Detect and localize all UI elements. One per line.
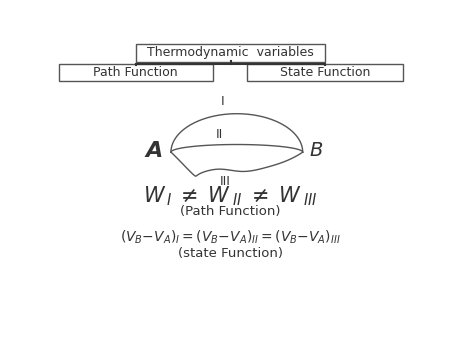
FancyBboxPatch shape <box>247 64 403 80</box>
Text: State Function: State Function <box>279 66 370 79</box>
Text: Thermodynamic  variables: Thermodynamic variables <box>147 46 314 59</box>
Text: $\mathit{W}_{\,\mathit{I}}\;\neq\;\mathit{W}_{\;\mathit{II}}\;\neq\;\mathit{W}_{: $\mathit{W}_{\,\mathit{I}}\;\neq\;\mathi… <box>143 184 318 208</box>
Text: (state Function): (state Function) <box>178 247 283 260</box>
Text: $(V_B\mathrm{-}V_A)_I = (V_B\mathrm{-}V_A)_{II} = (V_B\mathrm{-}V_A)_{III}$: $(V_B\mathrm{-}V_A)_I = (V_B\mathrm{-}V_… <box>120 228 341 246</box>
Text: B: B <box>310 141 324 160</box>
Text: (Path Function): (Path Function) <box>180 205 281 218</box>
Text: III: III <box>220 175 231 188</box>
Text: Path Function: Path Function <box>94 66 178 79</box>
FancyBboxPatch shape <box>136 44 325 62</box>
Text: I: I <box>221 95 225 107</box>
Text: II: II <box>216 128 223 141</box>
FancyBboxPatch shape <box>58 64 213 80</box>
Text: A: A <box>145 141 162 161</box>
